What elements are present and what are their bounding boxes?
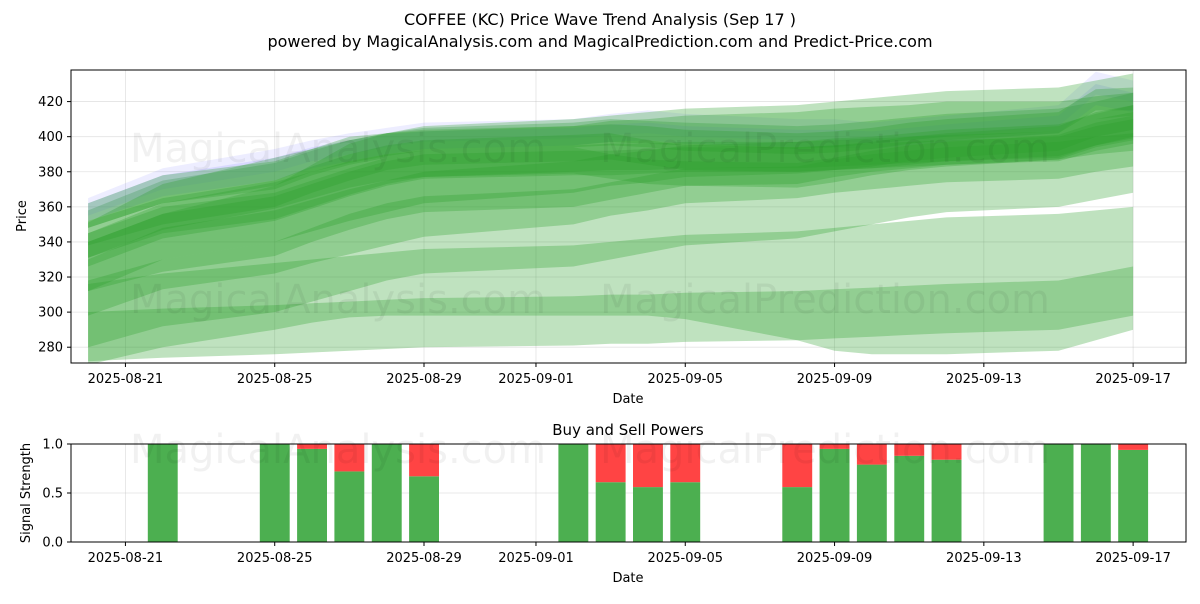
sell-bar [782,444,813,488]
sell-bar [856,444,887,465]
signal-y-tick-label: 1.0 [42,438,63,453]
price-watermarks: MagicalAnalysis.com MagicalPrediction.com… [130,126,1050,323]
price-band-4 [88,105,1134,246]
sell-bar [1118,444,1149,450]
sell-bar [334,444,365,472]
price-axes: MagicalAnalysis.com MagicalPrediction.com… [15,69,1187,407]
price-band-2 [88,84,1134,221]
price-x-tick-label: 2025-09-05 [647,372,723,387]
price-band-12 [88,206,1134,363]
signal-y-tick-label: 0.0 [42,536,63,551]
buy-bar [297,448,327,542]
price-band-9 [88,92,1134,316]
price-bands [88,71,1134,363]
sell-bar [633,444,663,488]
buy-bar [670,482,701,542]
price-y-tick-label: 400 [38,130,63,145]
signal-x-ticks: 2025-08-21 2025-08-25 2025-08-29 2025-09-01… [88,542,1171,566]
price-y-tick-label: 420 [38,95,63,110]
buy-bar [1080,444,1111,542]
price-x-tick-label: 2025-09-17 [1095,372,1171,387]
price-x-tick-label: 2025-09-09 [797,372,873,387]
sell-bar [409,444,439,477]
signal-axes: Buy and Sell Powers MagicalAnalysis.com M… [19,421,1187,586]
signal-watermarks: MagicalAnalysis.com MagicalPrediction.com [130,427,1050,473]
buy-bar [334,471,365,542]
buy-bar [782,487,813,542]
buy-bar [931,459,962,542]
watermark-text: MagicalAnalysis.com [130,126,546,172]
signal-x-tick-label: 2025-08-25 [237,551,313,566]
price-grid [71,70,1186,363]
sell-bar [595,444,626,483]
price-y-ticks: 280 300 320 340 360 380 400 420 [38,95,71,356]
buy-bar [894,455,925,542]
price-axes-frame [70,69,1187,364]
sell-bar [894,444,925,456]
sell-bar [670,444,701,483]
buy-bar [259,444,290,542]
signal-y-tick-label: 0.5 [42,487,63,502]
price-x-tick-label: 2025-08-29 [386,372,462,387]
buy-bar [856,464,887,542]
price-x-ticks: 2025-08-21 2025-08-25 2025-08-29 2025-09-01… [88,363,1171,387]
watermark-text: MagicalPrediction.com [600,277,1050,323]
price-y-tick-label: 320 [38,271,63,286]
signal-chart-title: Buy and Sell Powers [552,421,704,439]
buy-bar [371,444,402,542]
buy-bar [595,482,626,542]
signal-y-ticks: 0.0 0.5 1.0 [42,438,71,551]
sell-bar [297,444,327,449]
watermark-text: MagicalPrediction.com [600,126,1050,172]
signal-x-tick-label: 2025-09-01 [498,551,574,566]
price-x-tick-label: 2025-08-21 [88,372,164,387]
signal-x-tick-label: 2025-09-17 [1095,551,1171,566]
buy-bar [147,444,178,542]
price-band-8 [88,105,1134,292]
watermark-text: MagicalPrediction.com [600,427,1050,473]
price-y-tick-label: 280 [38,341,63,356]
buy-bar [558,444,589,542]
price-band-13 [88,266,1134,362]
watermark-text: MagicalAnalysis.com [130,427,546,473]
watermark-text: MagicalAnalysis.com [130,277,546,323]
signal-y-axis-label: Signal Strength [19,443,34,543]
buy-bar [1118,449,1149,542]
signal-x-tick-label: 2025-09-05 [647,551,723,566]
price-x-axis-label: Date [612,392,643,407]
price-x-tick-label: 2025-09-01 [498,372,574,387]
sell-bar [931,444,962,460]
price-y-tick-label: 360 [38,200,63,215]
buy-bar [633,487,663,542]
price-y-axis-label: Price [15,200,30,232]
buy-bar [409,476,439,542]
buy-bar [1043,444,1074,542]
signal-x-axis-label: Date [612,571,643,586]
chart-subtitle: powered by MagicalAnalysis.com and Magic… [267,32,932,51]
price-x-tick-label: 2025-09-13 [946,372,1022,387]
signal-x-tick-label: 2025-09-09 [797,551,873,566]
price-band-11 [88,73,1134,348]
price-y-tick-label: 300 [38,306,63,321]
signal-bars [147,444,1149,542]
price-y-tick-label: 340 [38,235,63,250]
chart-title: COFFEE (KC) Price Wave Trend Analysis (S… [404,10,796,29]
sell-bar [819,444,850,449]
buy-bar [819,448,850,542]
price-band-3 [88,87,1134,228]
price-x-tick-label: 2025-08-25 [237,372,313,387]
price-band-10 [88,133,1134,292]
price-band-6 [88,119,1134,267]
price-y-tick-label: 380 [38,165,63,180]
price-band-5 [88,115,1134,258]
signal-x-tick-label: 2025-08-29 [386,551,462,566]
signal-x-tick-label: 2025-08-21 [88,551,164,566]
signal-x-tick-label: 2025-09-13 [946,551,1022,566]
price-band-0 [88,92,1134,228]
price-band-7 [88,112,1134,258]
